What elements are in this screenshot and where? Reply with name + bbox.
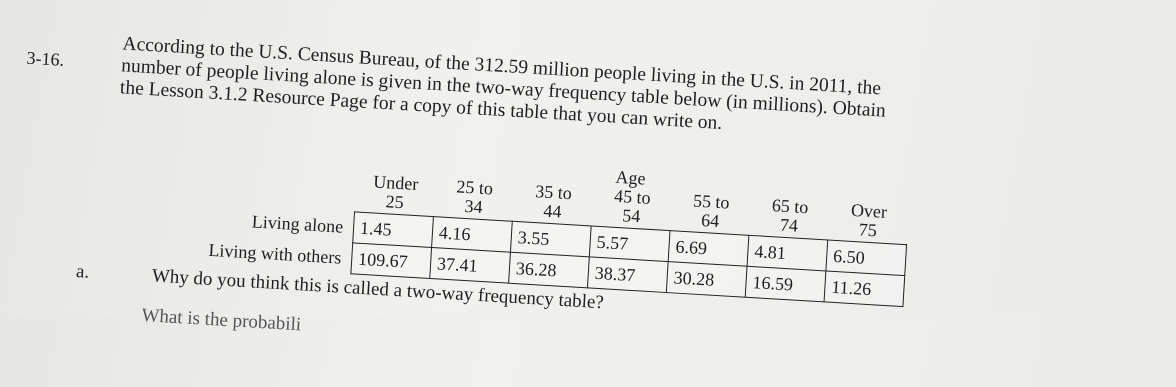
cell: 5.57 [589, 225, 671, 262]
column-header-text: Under 25 [372, 171, 419, 213]
column-header: 25 to 34 [433, 176, 514, 221]
cell: 36.28 [508, 252, 590, 288]
column-header: Under 25 [355, 171, 436, 216]
cell: 109.67 [350, 242, 432, 279]
column-header-text: 55 to 64 [692, 190, 731, 232]
cell: 1.45 [352, 211, 434, 248]
column-header-text: 65 to 74 [771, 195, 809, 236]
cell: 38.37 [587, 256, 669, 293]
question-letter: a. [75, 261, 90, 283]
column-header: Over 75 [828, 200, 909, 245]
column-header-text: 35 to 44 [534, 181, 573, 222]
cell: 4.81 [747, 235, 828, 271]
next-line: What is the probabili [140, 304, 302, 336]
column-header-text: Over 75 [850, 199, 888, 241]
column-header-text: 25 to 34 [455, 176, 494, 217]
cell: 4.16 [431, 216, 513, 253]
column-header: 65 to 74 [749, 195, 830, 240]
page: 3-16. According to the U.S. Census Burea… [0, 0, 1176, 335]
problem-text: According to the U.S. Census Bureau, of … [119, 33, 887, 135]
cell: 6.69 [668, 230, 749, 267]
column-header: 35 to 44 [512, 181, 593, 226]
column-header: 45 to 54 [591, 186, 672, 231]
cell: 37.41 [429, 247, 511, 284]
cell: 16.59 [745, 266, 826, 302]
column-header: 55 to 64 [670, 190, 751, 235]
cell: 3.55 [510, 221, 592, 257]
cell: 11.26 [824, 270, 905, 307]
cell: 30.28 [666, 261, 748, 298]
column-header-text: 45 to 54 [613, 185, 652, 227]
problem-number: 3-16. [26, 47, 65, 70]
cell: 6.50 [825, 240, 907, 276]
